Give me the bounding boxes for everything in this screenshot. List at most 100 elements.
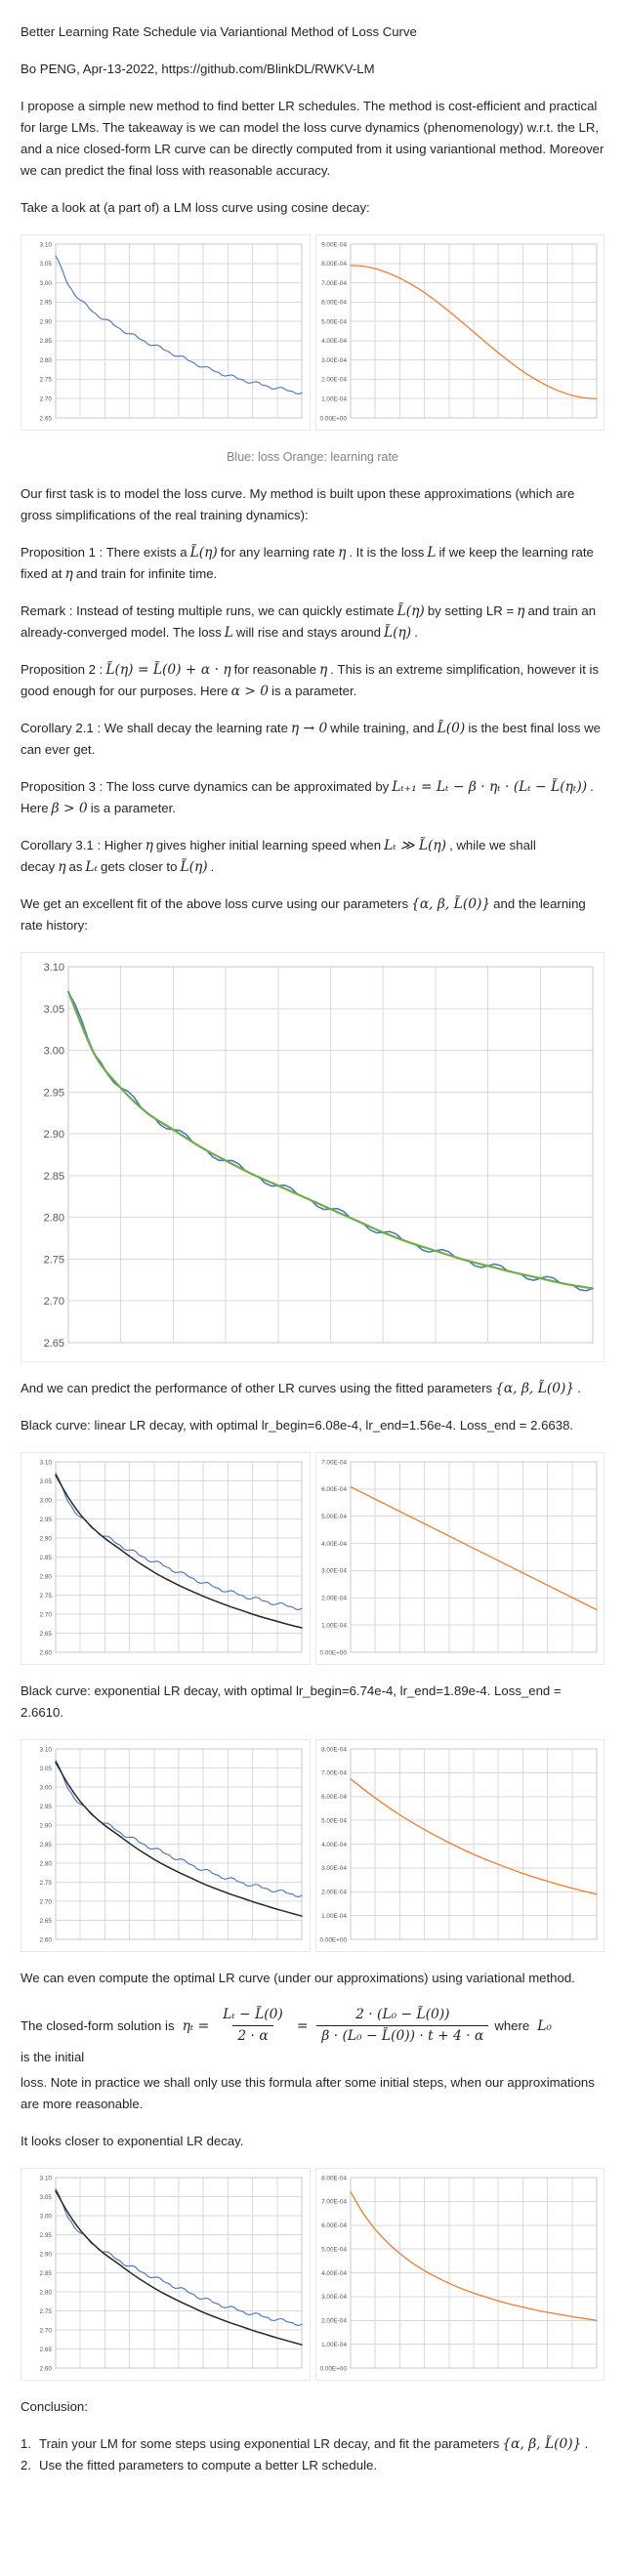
list-item-text: Train your LM for some steps using expon… (39, 2433, 604, 2455)
variational-intro: We can even compute the optimal LR curve… (21, 1968, 604, 1989)
svg-text:2.65: 2.65 (40, 2347, 53, 2353)
text-run: while training, and (330, 721, 435, 735)
svg-text:3.00E-04: 3.00E-04 (321, 357, 347, 364)
fit-intro: We get an excellent fit of the above los… (21, 893, 604, 936)
exp-decay-label: Black curve: exponential LR decay, with … (21, 1681, 604, 1724)
svg-text:2.75: 2.75 (40, 1593, 53, 1600)
text-run: . It is the loss (349, 545, 425, 560)
byline: Bo PENG, Apr-13-2022, https://github.com… (21, 59, 604, 80)
svg-text:3.00: 3.00 (44, 1046, 64, 1058)
svg-text:8.00E-04: 8.00E-04 (321, 261, 347, 268)
loss-fit-plot: 3.10 3.05 3.00 2.95 2.90 2.85 2.80 2.75 2.70 2.65 (44, 962, 595, 1350)
conclusion-list: 1. Train your LM for some steps using exp… (21, 2433, 604, 2476)
model-intro: Our first task is to model the loss curv… (21, 483, 604, 526)
text-run: for any learning rate (220, 545, 336, 560)
math-inline: = (296, 2017, 309, 2034)
svg-text:5.00E-04: 5.00E-04 (321, 1817, 347, 1824)
math-inline: ηₜ = (182, 2017, 210, 2034)
text-run: It looks closer to exponential LR decay. (21, 2134, 244, 2148)
linear-decay-label: Black curve: linear LR decay, with optim… (21, 1415, 604, 1436)
text-run: I propose a simple new method to find be… (21, 99, 604, 178)
svg-text:2.60: 2.60 (40, 1649, 53, 1656)
text-run: We can even compute the optimal LR curve… (21, 1971, 575, 1985)
loss-variational-pred-plot: 3.10 3.05 3.00 2.95 2.90 2.85 2.80 2.75 2.70 2.65… (40, 2175, 303, 2372)
text-run: , while we shall decay (21, 838, 536, 874)
math-inline: {α, β, L̃(0)} (411, 896, 491, 912)
cosine-chart-pair: 3.10 3.05 3.00 2.95 2.90 2.85 2.80 2.75 2.70 2.65… (21, 234, 604, 431)
math-inline: {α, β, L̃(0)} (502, 2436, 582, 2452)
svg-text:2.70: 2.70 (40, 1611, 53, 1618)
text-run: gets closer to (101, 859, 178, 874)
svg-text:7.00E-04: 7.00E-04 (321, 1459, 347, 1466)
svg-text:2.80: 2.80 (44, 1213, 64, 1225)
text-run: . (577, 1381, 581, 1395)
svg-text:2.65: 2.65 (40, 1631, 53, 1638)
svg-text:3.10: 3.10 (44, 962, 64, 974)
text-run: by setting LR = (427, 603, 515, 618)
svg-text:2.00E-04: 2.00E-04 (321, 1890, 347, 1896)
text-run: for reasonable (233, 662, 316, 677)
text-run: Proposition 1 : There exists a (21, 545, 188, 560)
svg-text:2.90: 2.90 (40, 318, 53, 325)
corollary-2-1: Corollary 2.1 : We shall decay the learn… (21, 718, 604, 761)
svg-text:5.00E-04: 5.00E-04 (321, 1514, 347, 1520)
text-run: Corollary 3.1 : Higher (21, 838, 143, 852)
closed-form-fraction-2: 2 · (L₀ − L̃(0)) β · (L₀ − L̃(0)) · t + 4… (316, 2005, 489, 2047)
lr-variational-plot: 8.00E-04 7.00E-04 6.00E-04 5.00E-04 4.00E-04… (319, 2175, 598, 2372)
closed-form-continuation: loss. Note in practice we shall only use… (21, 2075, 595, 2111)
svg-text:2.70: 2.70 (40, 396, 53, 403)
math-inline: η → 0 (290, 721, 328, 736)
svg-text:3.10: 3.10 (40, 1459, 53, 1466)
svg-text:2.00E-04: 2.00E-04 (321, 377, 347, 384)
svg-text:3.10: 3.10 (40, 1746, 53, 1753)
chart-caption: Blue: loss Orange: learning rate (227, 450, 398, 464)
svg-text:2.75: 2.75 (44, 1254, 64, 1266)
svg-text:8.00E-04: 8.00E-04 (321, 1746, 347, 1753)
list-item-text: Use the fitted parameters to compute a b… (39, 2455, 604, 2476)
math-inline: Lₜ₊₁ = Lₜ − β · ηₜ · (Lₜ − L̃(ηₜ)) (392, 779, 588, 795)
svg-text:6.00E-04: 6.00E-04 (321, 1794, 347, 1801)
text-run: if we keep the learning rate fixed at (21, 545, 594, 581)
svg-text:2.85: 2.85 (40, 338, 53, 345)
text-run: Proposition 2 : (21, 662, 104, 677)
text-run: Black curve: exponential LR decay, with … (21, 1683, 562, 1720)
variational-chart-pair: 3.10 3.05 3.00 2.95 2.90 2.85 2.80 2.75 2.70 2.65… (21, 2168, 604, 2381)
list-item-number: 1. (21, 2436, 31, 2451)
loss-exp-pred-plot: 3.10 3.05 3.00 2.95 2.90 2.85 2.80 2.75 2.70 2.65… (40, 1746, 303, 1943)
text-run: Conclusion: (21, 2399, 88, 2414)
text-run: The closed-form solution is (21, 2017, 175, 2033)
svg-text:1.00E-04: 1.00E-04 (321, 2342, 347, 2348)
fraction-denominator: 2 · α (232, 2025, 273, 2047)
svg-text:2.95: 2.95 (44, 1087, 64, 1099)
svg-text:2.70: 2.70 (44, 1296, 64, 1308)
lr-linear-plot: 7.00E-04 6.00E-04 5.00E-04 4.00E-04 3.00E-04… (319, 1459, 598, 1656)
exp-lr-chart: 8.00E-04 7.00E-04 6.00E-04 5.00E-04 4.00E-04… (314, 1739, 604, 1952)
svg-text:8.00E-04: 8.00E-04 (321, 2175, 347, 2181)
math-inline: Lₜ (85, 859, 98, 875)
text-run: And we can predict the performance of ot… (21, 1381, 493, 1395)
math-inline: η (58, 859, 66, 875)
list-item: 2. Use the fitted parameters to compute a… (21, 2455, 604, 2476)
linear-pred-loss-chart: 3.10 3.05 3.00 2.95 2.90 2.85 2.80 2.75 2.70 2.65… (21, 1452, 311, 1665)
svg-text:1.00E-04: 1.00E-04 (321, 1622, 347, 1629)
svg-text:2.90: 2.90 (40, 1822, 53, 1829)
text-run: . This is an extreme simplification, how… (21, 662, 600, 698)
list-item: 1. Train your LM for some steps using exp… (21, 2433, 604, 2455)
math-inline: L (224, 625, 233, 641)
lr-cosine-plot: 9.00E-04 8.00E-04 7.00E-04 6.00E-04 5.00E-04… (319, 241, 598, 422)
svg-text:6.00E-04: 6.00E-04 (321, 1486, 347, 1493)
text-run: and train an already-converged model. Th… (21, 603, 597, 640)
math-inline: η (145, 838, 153, 853)
svg-text:3.00: 3.00 (40, 1497, 53, 1504)
text-run: Corollary 2.1 : We shall decay the learn… (21, 721, 288, 735)
svg-text:3.00: 3.00 (40, 2213, 53, 2220)
text-run: is the best final loss we can ever get. (21, 721, 601, 757)
svg-text:2.70: 2.70 (40, 2327, 53, 2334)
svg-text:9.00E-04: 9.00E-04 (321, 241, 347, 248)
svg-text:2.65: 2.65 (40, 1918, 53, 1925)
corollary-3-1: Corollary 3.1 : Higher η gives higher init… (21, 835, 604, 878)
svg-text:7.00E-04: 7.00E-04 (321, 1770, 347, 1777)
closed-form-fraction-1: Lₜ − L̃(0) 2 · α (218, 2005, 288, 2047)
math-inline: L₀ (537, 2017, 552, 2034)
math-inline: η (338, 545, 347, 561)
